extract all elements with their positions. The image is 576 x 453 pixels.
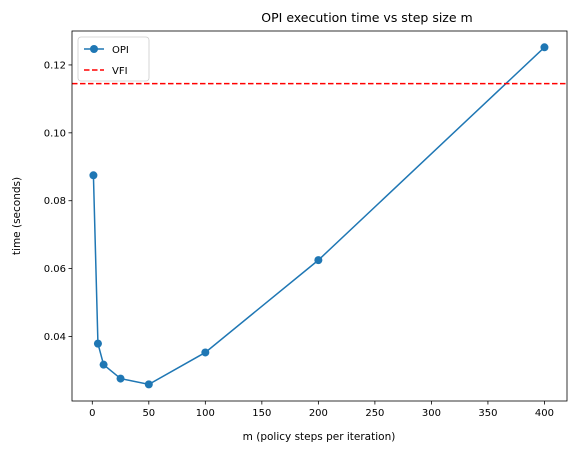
- x-tick-label: 400: [535, 408, 554, 419]
- x-axis-label: m (policy steps per iteration): [243, 431, 396, 443]
- y-tick-label: 0.10: [44, 128, 66, 139]
- x-tick-label: 200: [309, 408, 328, 419]
- data-point: [540, 43, 549, 52]
- axes-frame: [71, 30, 568, 402]
- data-point: [99, 360, 108, 369]
- data-point: [144, 380, 153, 389]
- legend-vfi-label: VFI: [112, 66, 128, 77]
- y-axis-label: time (seconds): [11, 177, 23, 255]
- legend-opi-label: OPI: [112, 45, 129, 56]
- chart-title: OPI execution time vs step size m: [261, 10, 472, 25]
- y-tick-label: 0.12: [44, 60, 66, 71]
- y-tick-label: 0.06: [44, 264, 66, 275]
- x-axis: 0 50 100 150 200 250 300 350 400: [89, 401, 554, 419]
- data-point: [89, 171, 98, 180]
- x-tick-label: 150: [252, 408, 271, 419]
- plot-area: [72, 43, 567, 389]
- y-tick-label: 0.08: [44, 196, 66, 207]
- x-tick-label: 350: [478, 408, 497, 419]
- x-tick-label: 50: [142, 408, 155, 419]
- x-tick-label: 300: [422, 408, 441, 419]
- y-axis: 0.04 0.06 0.08 0.10 0.12: [44, 60, 72, 343]
- y-tick-label: 0.04: [44, 332, 66, 343]
- legend-opi-marker: [90, 45, 98, 53]
- x-tick-label: 0: [89, 408, 95, 419]
- series-line-opi: [92, 46, 545, 386]
- data-point: [116, 374, 125, 383]
- data-point: [201, 348, 210, 357]
- data-point: [93, 339, 102, 348]
- x-tick-label: 100: [196, 408, 215, 419]
- data-point: [314, 256, 323, 265]
- x-tick-label: 250: [365, 408, 384, 419]
- legend: OPI VFI: [77, 36, 150, 82]
